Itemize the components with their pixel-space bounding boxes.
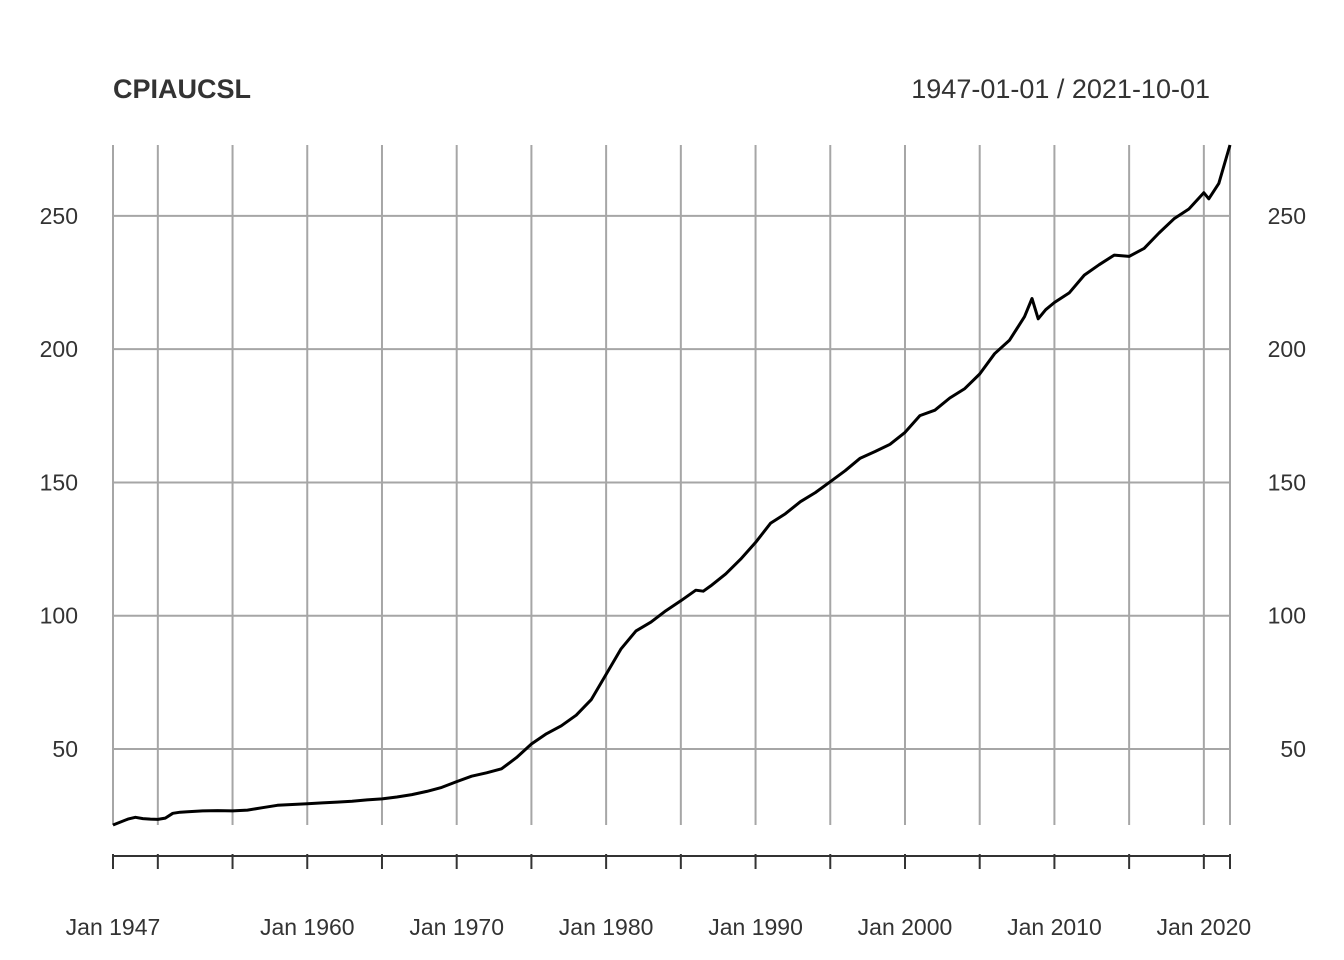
series-layer — [112, 144, 1232, 827]
y-tick-label-right: 100 — [1268, 603, 1306, 629]
x-tick-label: Jan 1980 — [559, 914, 654, 940]
chart-title: CPIAUCSL — [113, 74, 251, 104]
y-axis-labels: 50 50 100 100 150 150 200 200 250 250 — [40, 203, 1306, 762]
x-tick-label: Jan 1960 — [260, 914, 355, 940]
x-tick-label: Jan 1990 — [708, 914, 803, 940]
y-tick-label-left: 250 — [40, 203, 78, 229]
y-tick-label-right: 150 — [1268, 469, 1306, 495]
y-tick-label-left: 200 — [40, 336, 78, 362]
date-range-label: 1947-01-01 / 2021-10-01 — [911, 74, 1210, 104]
x-tick-label: Jan 1970 — [409, 914, 504, 940]
y-tick-label-right: 50 — [1280, 736, 1306, 762]
cpi-series-line — [112, 144, 1232, 827]
y-tick-label-left: 50 — [52, 736, 78, 762]
y-tick-label-left: 100 — [40, 603, 78, 629]
y-tick-label-right: 200 — [1268, 336, 1306, 362]
x-tick-label: Jan 1947 — [66, 914, 161, 940]
y-tick-label-right: 250 — [1268, 203, 1306, 229]
x-axis-labels: Jan 1947 Jan 1960 Jan 1970 Jan 1980 Jan 1990… — [66, 914, 1251, 940]
x-axis — [112, 854, 1231, 869]
x-tick-label: Jan 2010 — [1007, 914, 1102, 940]
x-tick-label: Jan 2000 — [858, 914, 953, 940]
x-tick-label: Jan 2020 — [1157, 914, 1252, 940]
grid-lines — [112, 145, 1231, 825]
y-tick-label-left: 150 — [40, 469, 78, 495]
